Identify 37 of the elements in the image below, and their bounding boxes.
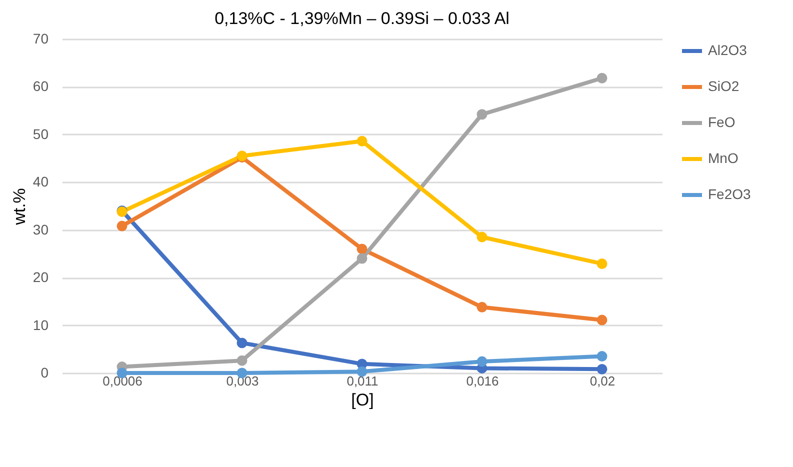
- y-tick-label: 40: [32, 174, 49, 190]
- point: [236, 355, 248, 366]
- y-tick-label: 60: [32, 78, 49, 94]
- legend-label: SiO2: [708, 78, 740, 94]
- x-tick-label: 0,011: [346, 374, 378, 388]
- legend-label: Fe2O3: [708, 186, 752, 202]
- x-tick-label: 0,003: [226, 374, 259, 388]
- point: [596, 314, 608, 326]
- y-tick-label: 50: [32, 126, 49, 142]
- y-tick-label: 0: [40, 364, 49, 380]
- legend-label: FeO: [708, 114, 736, 130]
- y-axis-title: wt.%: [10, 188, 29, 226]
- point: [476, 232, 488, 242]
- y-tick-label: 20: [32, 269, 49, 286]
- y-tick-label: 30: [32, 221, 49, 238]
- point: [356, 244, 368, 254]
- point: [236, 338, 248, 348]
- y-tick-label: 70: [32, 30, 49, 46]
- point: [356, 253, 368, 264]
- point: [476, 302, 488, 312]
- x-tick-label: 0,016: [466, 374, 499, 388]
- legend-label: MnO: [708, 150, 738, 166]
- point: [116, 220, 128, 232]
- point: [596, 258, 608, 269]
- chart-title: 0,13%C - 1,39%Mn – 0.39Si – 0.033 Al: [214, 9, 510, 28]
- point: [356, 366, 368, 377]
- legend-label: Al2O3: [708, 42, 748, 58]
- y-tick-label: 10: [32, 316, 49, 333]
- point: [356, 136, 368, 146]
- x-tick-label: 0,0006: [102, 374, 142, 388]
- x-axis-title: [O]: [351, 390, 374, 410]
- point: [596, 364, 608, 374]
- x-tick-label: 0,02: [590, 374, 616, 388]
- point: [476, 109, 488, 120]
- point: [596, 351, 608, 362]
- point: [476, 356, 488, 367]
- point: [596, 72, 608, 84]
